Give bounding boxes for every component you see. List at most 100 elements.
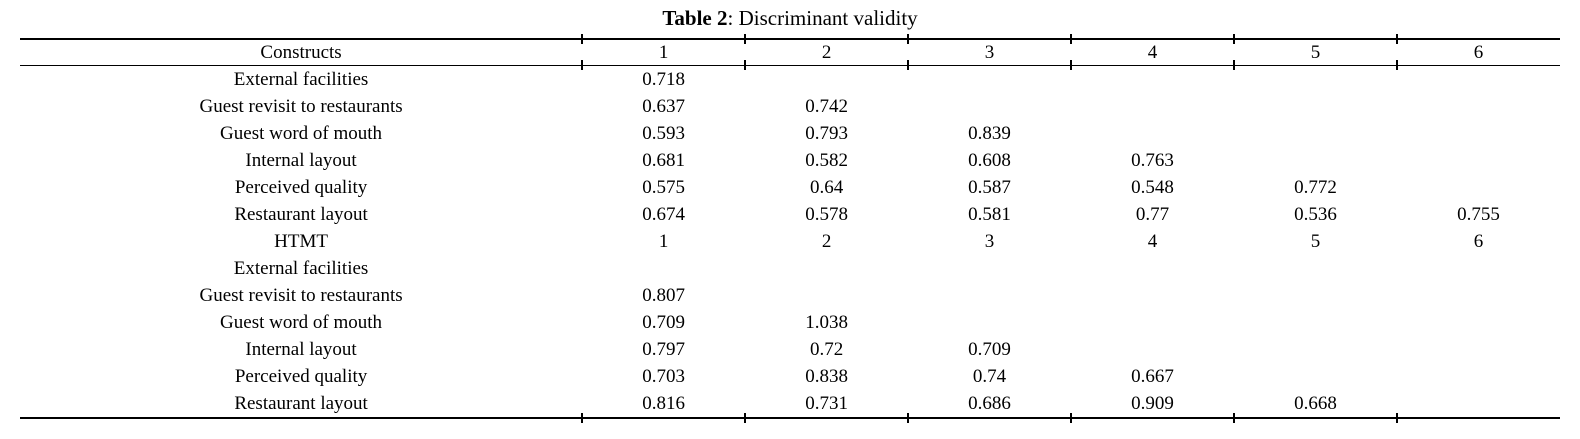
column-boundary-tick — [1070, 413, 1073, 423]
value-cell: 0.681 — [642, 149, 685, 171]
row-label: Guest word of mouth — [220, 122, 383, 144]
value-cell: 0.763 — [1131, 149, 1174, 171]
row-label: External facilities — [233, 257, 369, 279]
value-cell — [1397, 336, 1560, 363]
value-cell — [1397, 390, 1560, 418]
column-boundary-tick — [744, 413, 747, 423]
value-cell: 0.731 — [805, 392, 848, 414]
value-cell — [1397, 309, 1560, 336]
table-row: Guest word of mouth 0.593 0.793 0.839 — [20, 120, 1560, 147]
value-cell — [1234, 309, 1397, 336]
value-cell: 0.581 — [968, 203, 1011, 225]
value-cell: 1.038 — [805, 311, 848, 333]
value-cell — [1234, 120, 1397, 147]
value-cell — [1397, 66, 1560, 94]
value-cell: 0.667 — [1131, 365, 1174, 387]
value-cell: 0.587 — [968, 176, 1011, 198]
value-cell: 0.686 — [968, 392, 1011, 414]
value-cell — [1234, 363, 1397, 390]
value-cell: 0.536 — [1294, 203, 1337, 225]
value-cell — [1234, 282, 1397, 309]
value-cell — [1397, 147, 1560, 174]
table-caption-title: : Discriminant validity — [727, 6, 918, 30]
column-header-1: 1 — [582, 39, 746, 66]
value-cell — [908, 93, 1071, 120]
value-cell — [745, 282, 908, 309]
value-cell: 0.718 — [642, 68, 685, 90]
value-cell: 0.816 — [642, 392, 685, 414]
column-header-2: 2 — [745, 39, 909, 66]
column-boundary-tick — [907, 34, 910, 44]
column-header-4: 4 — [1071, 39, 1234, 66]
row-label: Restaurant layout — [234, 392, 368, 414]
value-cell: 6 — [1473, 230, 1484, 252]
value-cell: 0.772 — [1294, 176, 1337, 198]
value-cell: 0.608 — [968, 149, 1011, 171]
table-row: Internal layout 0.797 0.72 0.709 — [20, 336, 1560, 363]
table-row: Restaurant layout 0.816 0.731 0.686 0.909 0.6… — [20, 390, 1560, 418]
value-cell — [908, 66, 1071, 94]
column-header-constructs: Constructs — [20, 39, 583, 66]
value-cell: 0.582 — [805, 149, 848, 171]
value-cell: 3 — [984, 230, 995, 252]
table-row: Restaurant layout 0.674 0.578 0.581 0.77 0.53… — [20, 201, 1560, 228]
table-row: External facilities — [20, 255, 1560, 282]
value-cell: 0.668 — [1294, 392, 1337, 414]
value-cell: 0.578 — [805, 203, 848, 225]
column-boundary-tick — [1395, 413, 1398, 423]
table-row: Perceived quality 0.703 0.838 0.74 0.667 — [20, 363, 1560, 390]
value-cell — [1071, 309, 1234, 336]
column-boundary-tick — [1395, 34, 1398, 44]
column-header-5: 5 — [1234, 39, 1397, 66]
value-cell — [745, 66, 908, 94]
column-boundary-tick — [1070, 59, 1073, 70]
value-cell — [1234, 93, 1397, 120]
value-cell: 0.797 — [642, 338, 685, 360]
value-cell — [908, 282, 1071, 309]
value-cell: 0.838 — [805, 365, 848, 387]
row-label: Guest revisit to restaurants — [199, 95, 403, 117]
discriminant-validity-table: Constructs 1 2 3 4 5 6 External faciliti… — [20, 38, 1560, 419]
column-boundary-tick — [1233, 413, 1235, 423]
column-boundary-tick — [744, 34, 747, 44]
value-cell — [1234, 336, 1397, 363]
column-header-3: 3 — [908, 39, 1072, 66]
value-cell: 0.709 — [968, 338, 1011, 360]
value-cell — [582, 255, 745, 282]
value-cell — [1234, 255, 1397, 282]
value-cell — [1071, 120, 1234, 147]
column-boundary-tick — [581, 34, 584, 44]
value-cell: 0.575 — [642, 176, 685, 198]
row-label: Perceived quality — [234, 365, 368, 387]
value-cell: 0.793 — [805, 122, 848, 144]
value-cell — [908, 309, 1071, 336]
value-cell — [1071, 66, 1234, 94]
value-cell: 0.742 — [805, 95, 848, 117]
column-boundary-tick — [581, 59, 584, 70]
value-cell: 0.593 — [642, 122, 685, 144]
value-cell: 0.839 — [968, 122, 1011, 144]
table-row: HTMT 1 2 3 4 5 6 — [20, 228, 1560, 255]
row-label: Guest revisit to restaurants — [199, 284, 403, 306]
value-cell: 5 — [1310, 230, 1321, 252]
column-boundary-tick — [907, 413, 910, 423]
value-cell: 0.755 — [1457, 203, 1500, 225]
value-cell: 0.807 — [642, 284, 685, 306]
table-caption-number: Table 2 — [662, 6, 728, 30]
column-boundary-tick — [581, 413, 584, 423]
value-cell: 0.64 — [809, 176, 844, 198]
table-row: Internal layout 0.681 0.582 0.608 0.763 — [20, 147, 1560, 174]
table-row: Perceived quality 0.575 0.64 0.587 0.548 0.77… — [20, 174, 1560, 201]
value-cell: 0.74 — [972, 365, 1007, 387]
value-cell — [745, 255, 908, 282]
value-cell — [1397, 255, 1560, 282]
row-label: Perceived quality — [234, 176, 368, 198]
value-cell — [1397, 282, 1560, 309]
header-row: Constructs 1 2 3 4 5 6 — [20, 39, 1560, 66]
value-cell: 0.548 — [1131, 176, 1174, 198]
value-cell: 0.674 — [642, 203, 685, 225]
column-boundary-tick — [907, 59, 910, 70]
value-cell — [908, 255, 1071, 282]
table-row: Guest revisit to restaurants 0.637 0.742 — [20, 93, 1560, 120]
